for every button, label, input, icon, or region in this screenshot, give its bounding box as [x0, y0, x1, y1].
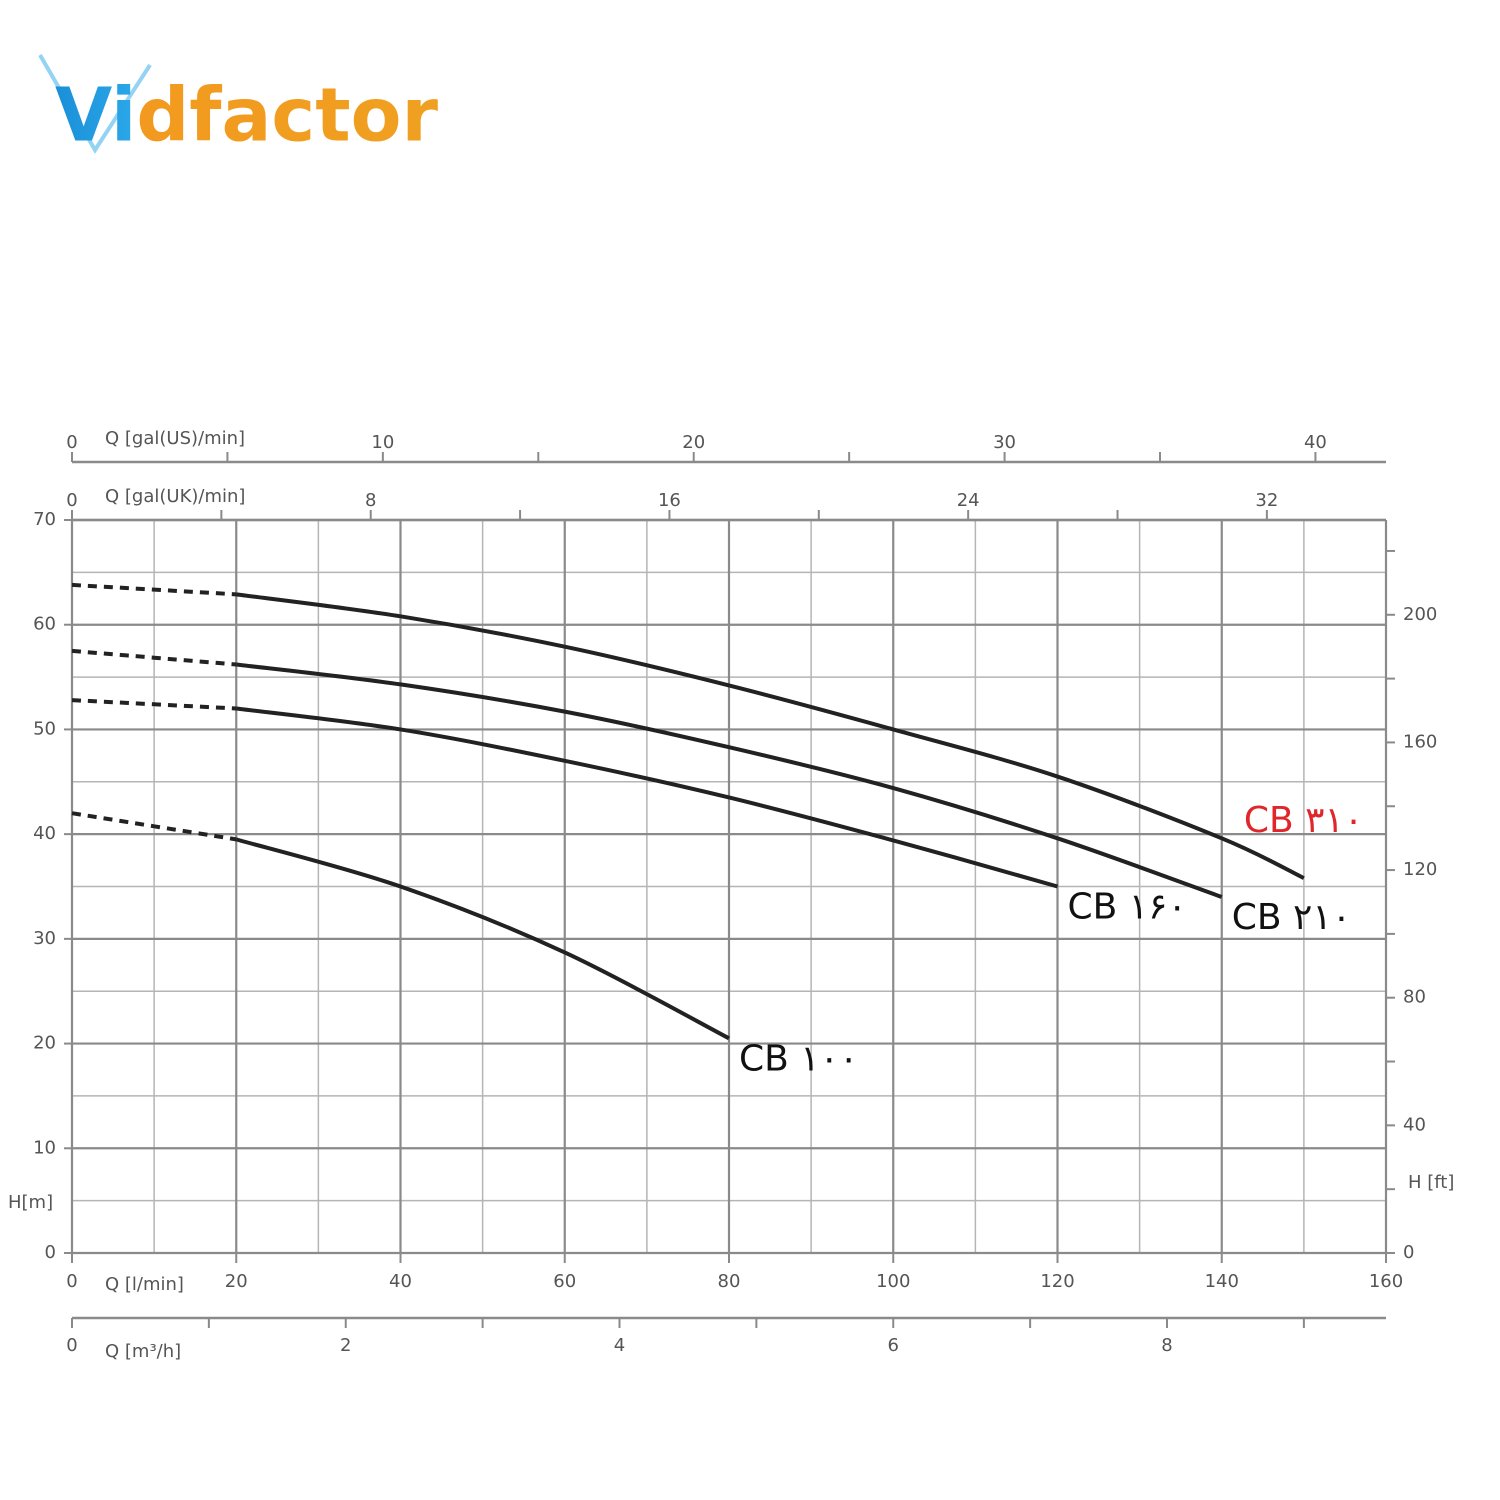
x-tick-label: 60	[553, 1271, 576, 1292]
y2-tick-label: 160	[1403, 731, 1437, 752]
secondary-tick-label: 40	[1304, 432, 1327, 453]
x-tick-label: 80	[718, 1271, 741, 1292]
x-axis-label: Q [l/min]	[105, 1274, 184, 1295]
x-tick-label: 100	[876, 1271, 910, 1292]
brand: Vidfactor	[55, 73, 439, 159]
x-tick-label: 20	[225, 1271, 248, 1292]
x-tick-label: 40	[389, 1271, 412, 1292]
secondary-tick-label: 32	[1255, 490, 1278, 511]
secondary-tick-label: 0	[66, 490, 77, 511]
curve	[236, 662, 1223, 899]
curve-dashed	[71, 698, 237, 711]
y2-tick-label: 40	[1403, 1114, 1426, 1135]
y-tick-label: 0	[45, 1242, 56, 1263]
y2-tick-label: 200	[1403, 604, 1437, 625]
secondary-tick-label: 6	[888, 1335, 899, 1356]
y2-tick-label: 80	[1403, 987, 1426, 1008]
x-tick-label: 140	[1205, 1271, 1239, 1292]
secondary-tick-label: 0	[66, 1335, 77, 1356]
series-label: CB ۲۱۰	[1232, 897, 1351, 938]
x-tick-label: 160	[1369, 1271, 1403, 1292]
y2-tick-label: 120	[1403, 859, 1437, 880]
curve	[235, 837, 730, 1041]
secondary-tick-label: 10	[371, 432, 394, 453]
y-tick-label: 60	[33, 614, 56, 635]
y-tick-label: 40	[33, 823, 56, 844]
y-tick-label: 30	[33, 928, 56, 949]
y2-tick-label: 0	[1403, 1242, 1414, 1263]
series-label: CB ۱۶۰	[1068, 887, 1187, 928]
secondary-axis-label: Q [gal(UK)/min]	[105, 486, 245, 507]
secondary-tick-label: 2	[340, 1335, 351, 1356]
secondary-tick-label: 20	[682, 432, 705, 453]
x-tick-label: 0	[66, 1271, 77, 1292]
secondary-tick-label: 24	[957, 490, 980, 511]
y-tick-label: 70	[33, 509, 56, 530]
curve-dashed	[71, 648, 237, 667]
secondary-tick-label: 8	[365, 490, 376, 511]
curve	[235, 706, 1059, 889]
secondary-tick-label: 0	[66, 432, 77, 453]
series-label: CB ۱۰۰	[739, 1038, 858, 1079]
logo-feathers	[38, 53, 152, 154]
y-tick-label: 50	[33, 718, 56, 739]
series-label: CB ۳۱۰	[1244, 800, 1363, 841]
secondary-axis-label: Q [gal(US)/min]	[105, 428, 245, 449]
logo: Vidfactor	[38, 53, 439, 159]
curve-dashed	[71, 811, 237, 842]
curve	[235, 592, 1305, 880]
secondary-axis-label: Q [m³/h]	[105, 1341, 181, 1362]
secondary-tick-label: 30	[993, 432, 1016, 453]
y-tick-label: 20	[33, 1033, 56, 1054]
secondary-tick-label: 4	[614, 1335, 625, 1356]
secondary-tick-label: 8	[1161, 1335, 1172, 1356]
y2-axis-label: H [ft]	[1408, 1172, 1454, 1193]
secondary-tick-label: 16	[658, 490, 681, 511]
curve-dashed	[71, 582, 237, 597]
y-tick-label: 10	[33, 1137, 56, 1158]
y-axis-label: H[m]	[8, 1192, 53, 1213]
x-tick-label: 120	[1040, 1271, 1074, 1292]
